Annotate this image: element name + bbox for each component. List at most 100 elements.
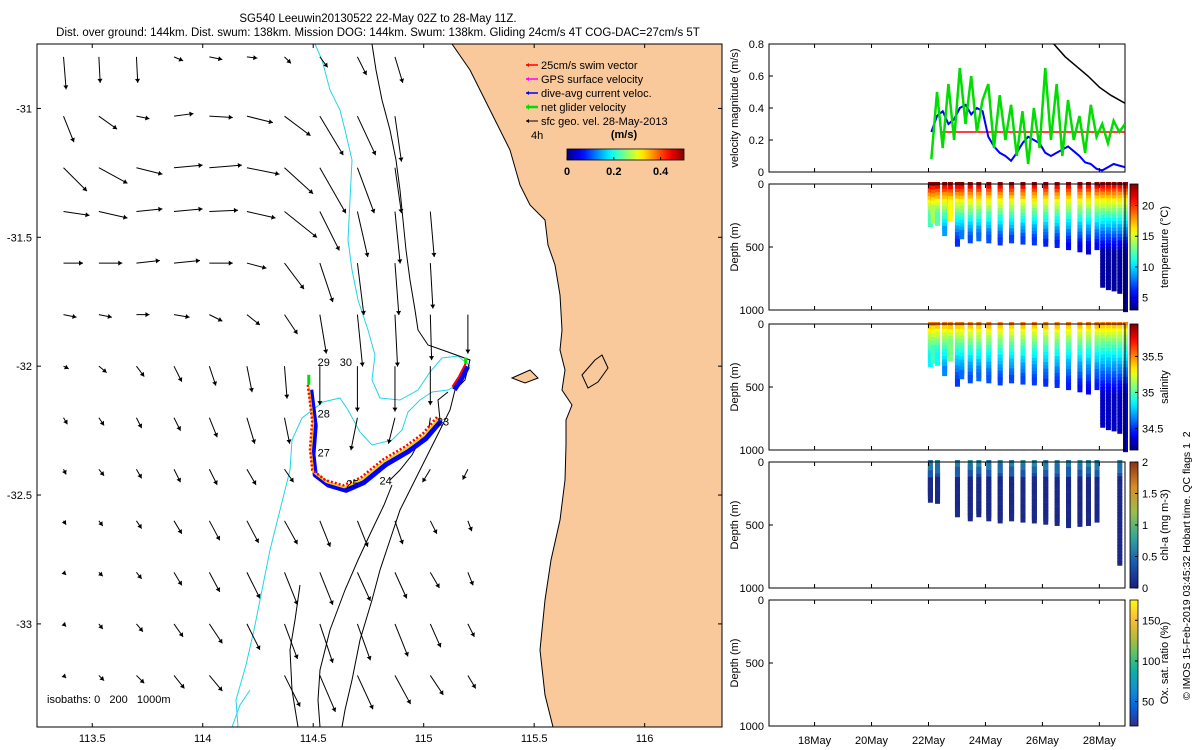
temperature-sample [1100, 211, 1106, 217]
salinity-sample [1043, 378, 1049, 387]
salinity-sample [1009, 374, 1015, 384]
velocity-vector-head [158, 206, 163, 212]
velocity-vector-head [431, 252, 437, 258]
salinity-sample [1111, 371, 1117, 376]
temperature-sample [1117, 185, 1123, 190]
chl-a-sample [1117, 489, 1123, 495]
map-colorbar [566, 148, 685, 161]
map-frame [36, 43, 723, 728]
velocity-vector [356, 314, 364, 367]
velocity-vector [319, 520, 331, 547]
velocity-vector-head [255, 645, 261, 650]
velocity-vector-head [198, 206, 203, 212]
legend-item-geo: sfc geo. vel. 28-May-2013 [526, 116, 668, 128]
salinity-sample [1117, 380, 1123, 386]
temperature-sample [1117, 253, 1123, 259]
rottnest-island [510, 369, 539, 384]
salinity-sample [1105, 360, 1111, 366]
velocity-vector-head [85, 212, 90, 218]
velocity-vector [63, 56, 67, 90]
velocity-vector [394, 167, 402, 214]
legend-item-gps: GPS surface velocity [526, 74, 644, 86]
salinity-colorbar-tick-label: 35 [1142, 387, 1154, 399]
chl-a-sample [1117, 557, 1123, 563]
temperature-sample [1105, 217, 1111, 223]
salinity-sample [1105, 418, 1111, 424]
velocity-y-tick-label: 0.6 [749, 71, 764, 83]
velocity-vector-head [217, 317, 223, 322]
temperature-sample [1111, 286, 1117, 292]
temperature-sample [1111, 240, 1117, 246]
temperature-ylabel: Depth (m) [729, 223, 741, 272]
velocity-vector-head [296, 701, 301, 707]
temperature-sample [986, 234, 992, 244]
salinity-sample [1105, 422, 1111, 427]
temperature-sample [1105, 243, 1111, 249]
salinity-sample [1117, 406, 1123, 412]
temperature-sample [1117, 233, 1123, 239]
velocity-vector [246, 211, 276, 219]
temperature-sample [1100, 250, 1106, 256]
salinity-sample [1111, 403, 1117, 409]
salinity-sample [1100, 406, 1106, 412]
salinity-sample [947, 339, 953, 362]
salinity-sample [1117, 341, 1123, 347]
salinity-sample [1111, 397, 1117, 402]
velocity-vector-head [399, 78, 405, 83]
temperature-sample [1105, 214, 1111, 220]
velocity-vector-head [139, 371, 145, 377]
salinity-sample [1100, 361, 1106, 366]
legend-item-swim: 25cm/s swim vector [526, 60, 638, 72]
velocity-vector-head [360, 310, 366, 316]
temperature-sample [1111, 237, 1117, 243]
velocity-vector-head [177, 377, 183, 382]
day-label: 30 [340, 357, 352, 369]
day-label: 29 [318, 357, 330, 369]
temperature-sample [1100, 217, 1106, 223]
temperature-y-tick-label: 500 [746, 242, 764, 254]
oxygen-colorbar-tick-label: 50 [1142, 697, 1154, 709]
salinity-sample [1100, 396, 1106, 402]
salinity-sample [1100, 403, 1106, 409]
velocity-vector-head [255, 593, 261, 599]
velocity-vector [394, 623, 409, 657]
track-north-swim [451, 363, 467, 388]
velocity-vector [246, 417, 256, 444]
velocity-vector-head [465, 349, 471, 354]
temperature-sample [1117, 227, 1123, 233]
salinity-sample [1094, 382, 1100, 391]
time-axis: 18May 20May 22May 24May 26May 28May [798, 44, 1116, 747]
temperature-sample [1111, 263, 1117, 269]
velocity-vector-head [469, 580, 474, 586]
velocity-vector-head [396, 310, 402, 316]
velocity-vector-head [329, 297, 334, 303]
legend-item-dac: dive-avg current veloc. [526, 88, 652, 100]
temperature-sample [1105, 227, 1111, 233]
chl-a-sample [1117, 463, 1123, 469]
salinity-sample [1117, 412, 1123, 418]
salinity-sample [1100, 357, 1106, 363]
velocity-vector [319, 572, 334, 606]
temperature-sample [1111, 266, 1117, 272]
temperature-sample [1111, 280, 1117, 285]
velocity-vector-head [177, 580, 182, 586]
velocity-vector-head [341, 208, 347, 214]
velocity-vector-head [99, 420, 105, 426]
salinity-sample [1111, 426, 1117, 432]
isobath-black [341, 44, 471, 727]
chl-a-sample [1117, 560, 1123, 566]
salinity-sample [1111, 361, 1117, 367]
salinity-sample [1111, 380, 1117, 386]
temperature-colorbar-tick-label: 20 [1142, 201, 1154, 213]
chl-a-sample [954, 507, 960, 518]
velocity-vector-head [293, 654, 299, 660]
velocity-vector-head [79, 260, 84, 266]
chl-a-sample [1117, 544, 1123, 550]
salinity-sample [1105, 334, 1111, 340]
temperature-sample [1100, 256, 1106, 262]
map-y-tick-label: -32.5 [7, 490, 32, 502]
temperature-sample [1117, 240, 1123, 246]
salinity-sample [1117, 373, 1123, 379]
temperature-sample [1100, 279, 1106, 285]
velocity-vector-head [430, 304, 436, 309]
